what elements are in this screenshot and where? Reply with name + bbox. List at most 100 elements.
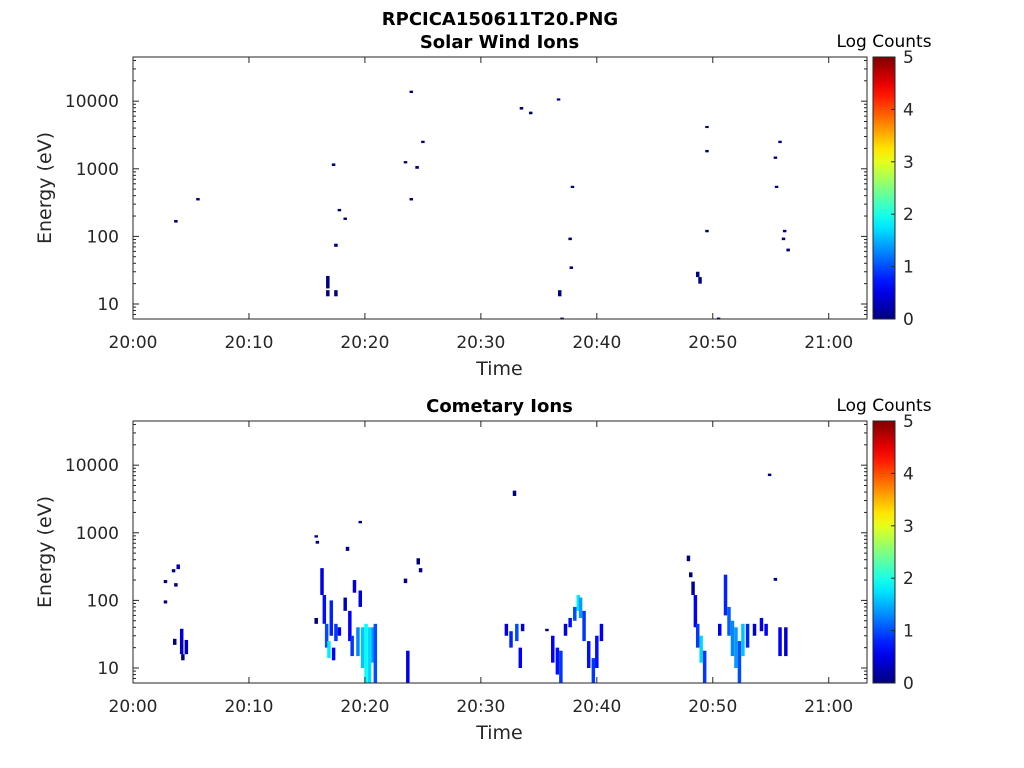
- data-cell: [595, 635, 599, 668]
- data-cell: [367, 627, 372, 683]
- data-cell: [586, 641, 591, 668]
- data-cell: [314, 617, 318, 624]
- data-cell: [782, 229, 787, 233]
- data-cell: [331, 647, 336, 661]
- data-cell: [343, 597, 347, 611]
- data-cell: [421, 140, 425, 144]
- panel-title: Solar Wind Ions: [420, 32, 579, 53]
- y-tick-label: 1000: [76, 160, 119, 180]
- x-tick-label: 20:50: [688, 333, 737, 353]
- data-cell: [781, 237, 786, 241]
- data-cell: [576, 595, 581, 611]
- data-cell: [591, 658, 596, 683]
- data-cell: [774, 185, 779, 188]
- x-tick-label: 20:10: [224, 697, 273, 717]
- data-cell: [358, 590, 363, 607]
- colorbar-tick-label: 2: [903, 205, 914, 225]
- data-cell: [786, 248, 790, 252]
- x-tick-label: 20:10: [224, 333, 273, 353]
- data-cell: [563, 623, 568, 636]
- data-cell: [356, 627, 360, 657]
- data-cell: [314, 535, 318, 538]
- plot-area: [133, 421, 867, 683]
- x-tick-label: 21:00: [804, 333, 853, 353]
- data-cell: [569, 266, 574, 269]
- data-cell: [518, 647, 523, 668]
- data-cell: [557, 290, 562, 297]
- data-cell: [695, 623, 700, 648]
- data-cell: [416, 558, 420, 565]
- data-cell: [348, 610, 352, 642]
- data-cell: [578, 597, 583, 618]
- colorbar-tick-label: 2: [903, 569, 914, 589]
- data-cell: [515, 623, 519, 642]
- x-tick-label: 20:00: [109, 333, 158, 353]
- data-cell: [406, 650, 410, 683]
- x-tick-label: 20:00: [109, 697, 158, 717]
- plot-area: [133, 57, 867, 319]
- x-tick-label: 20:30: [456, 333, 505, 353]
- data-cell: [730, 620, 735, 657]
- data-cell: [556, 98, 561, 101]
- data-cell: [737, 641, 742, 683]
- data-cell: [331, 163, 336, 166]
- data-cell: [689, 572, 693, 578]
- data-cell: [691, 581, 695, 596]
- colorbar: [872, 56, 896, 320]
- heatmap-cells: [163, 473, 788, 683]
- data-cell: [705, 229, 709, 233]
- data-cell: [360, 627, 365, 668]
- data-cell: [752, 623, 757, 636]
- colorbar-tick-label: 1: [903, 258, 914, 278]
- data-cell: [784, 627, 788, 657]
- colorbar-tick-label: 0: [903, 310, 914, 330]
- data-cell: [196, 197, 200, 201]
- data-cell: [745, 623, 750, 648]
- data-cell: [415, 165, 419, 169]
- x-tick-label: 20:50: [688, 697, 737, 717]
- data-cell: [179, 628, 184, 655]
- panel-title: Cometary Ions: [426, 396, 573, 417]
- x-tick-label: 20:40: [572, 697, 621, 717]
- data-cell: [559, 650, 563, 683]
- data-cell: [409, 90, 414, 94]
- data-cell: [327, 641, 331, 659]
- data-cell: [418, 568, 423, 573]
- y-tick-label: 10: [97, 659, 119, 679]
- data-cell: [326, 290, 330, 297]
- y-tick-label: 10000: [65, 456, 119, 476]
- heatmap-cells: [174, 90, 790, 320]
- x-tick-label: 20:20: [340, 333, 389, 353]
- panel-2: 20:00 20:10 20:20 20:30 20:40 20:50 21:0010100…: [34, 396, 932, 744]
- data-cell: [519, 106, 524, 110]
- y-tick-label: 100: [87, 591, 119, 611]
- colorbar-tick-label: 5: [903, 48, 914, 68]
- data-cell: [699, 635, 703, 663]
- data-cell: [334, 290, 338, 297]
- x-axis-label: Time: [475, 722, 523, 744]
- data-cell: [705, 125, 709, 129]
- data-cell: [364, 623, 368, 683]
- x-tick-label: 21:00: [804, 697, 853, 717]
- data-cell: [767, 473, 772, 477]
- data-cell: [545, 628, 549, 632]
- data-cell: [329, 600, 334, 636]
- data-cell: [695, 271, 700, 278]
- colorbar-tick-label: 4: [903, 464, 914, 484]
- data-cell: [778, 140, 782, 144]
- data-cell: [334, 243, 338, 247]
- data-cell: [504, 623, 509, 636]
- data-cell: [698, 277, 702, 284]
- data-cell: [778, 627, 782, 657]
- data-cell: [573, 606, 577, 621]
- data-cell: [582, 610, 586, 642]
- data-cell: [334, 623, 338, 642]
- data-cell: [599, 623, 604, 642]
- colorbar-tick-label: 4: [903, 100, 914, 120]
- data-cell: [686, 555, 691, 562]
- data-cell: [320, 568, 324, 596]
- data-cell: [551, 635, 555, 663]
- data-cell: [326, 275, 330, 289]
- y-tick-label: 1000: [76, 524, 119, 544]
